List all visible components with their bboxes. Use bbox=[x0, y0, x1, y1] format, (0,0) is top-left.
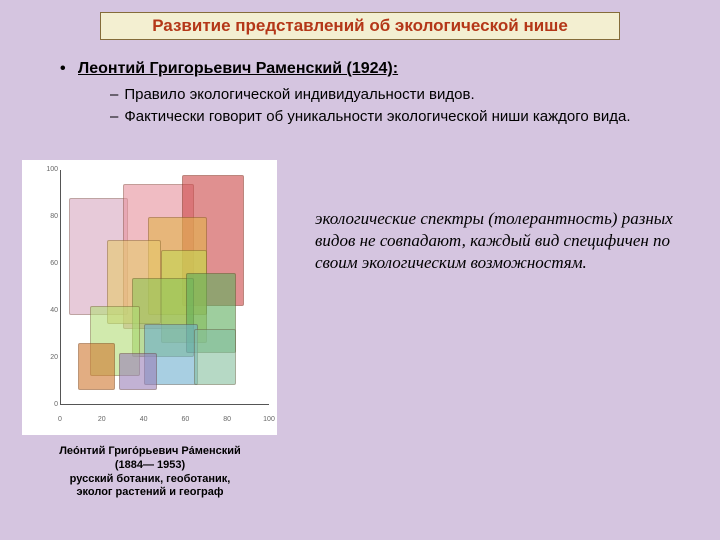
page-title: Развитие представлений об экологической … bbox=[152, 16, 568, 35]
bullet-text: Фактически говорит об уникальности эколо… bbox=[124, 108, 630, 125]
niche-rect bbox=[119, 353, 156, 390]
bullet-text: Правило экологической индивидуальности в… bbox=[124, 86, 474, 103]
chart-caption: Лео́нтий Григо́рьевич Ра́менский (1884— … bbox=[10, 445, 290, 500]
bullet-list: –Правило экологической индивидуальности … bbox=[110, 85, 670, 130]
caption-line: эколог растений и географ bbox=[10, 486, 290, 500]
bullet-item: –Правило экологической индивидуальности … bbox=[110, 85, 670, 105]
niche-rect bbox=[78, 343, 115, 390]
niche-rect bbox=[194, 329, 236, 385]
caption-line: (1884— 1953) bbox=[10, 459, 290, 473]
bullet-item: –Фактически говорит об уникальности экол… bbox=[110, 107, 670, 127]
author-text: Леонтий Григорьевич Раменский (1924): bbox=[78, 60, 398, 77]
italic-quote: экологические спектры (толерантность) ра… bbox=[315, 208, 695, 274]
author-heading: •Леонтий Григорьевич Раменский (1924): bbox=[60, 60, 398, 78]
caption-line: Лео́нтий Григо́рьевич Ра́менский bbox=[10, 445, 290, 459]
title-box: Развитие представлений об экологической … bbox=[100, 12, 620, 40]
niche-chart: 020406080100020406080100 bbox=[22, 160, 277, 435]
caption-line: русский ботаник, геоботаник, bbox=[10, 473, 290, 487]
